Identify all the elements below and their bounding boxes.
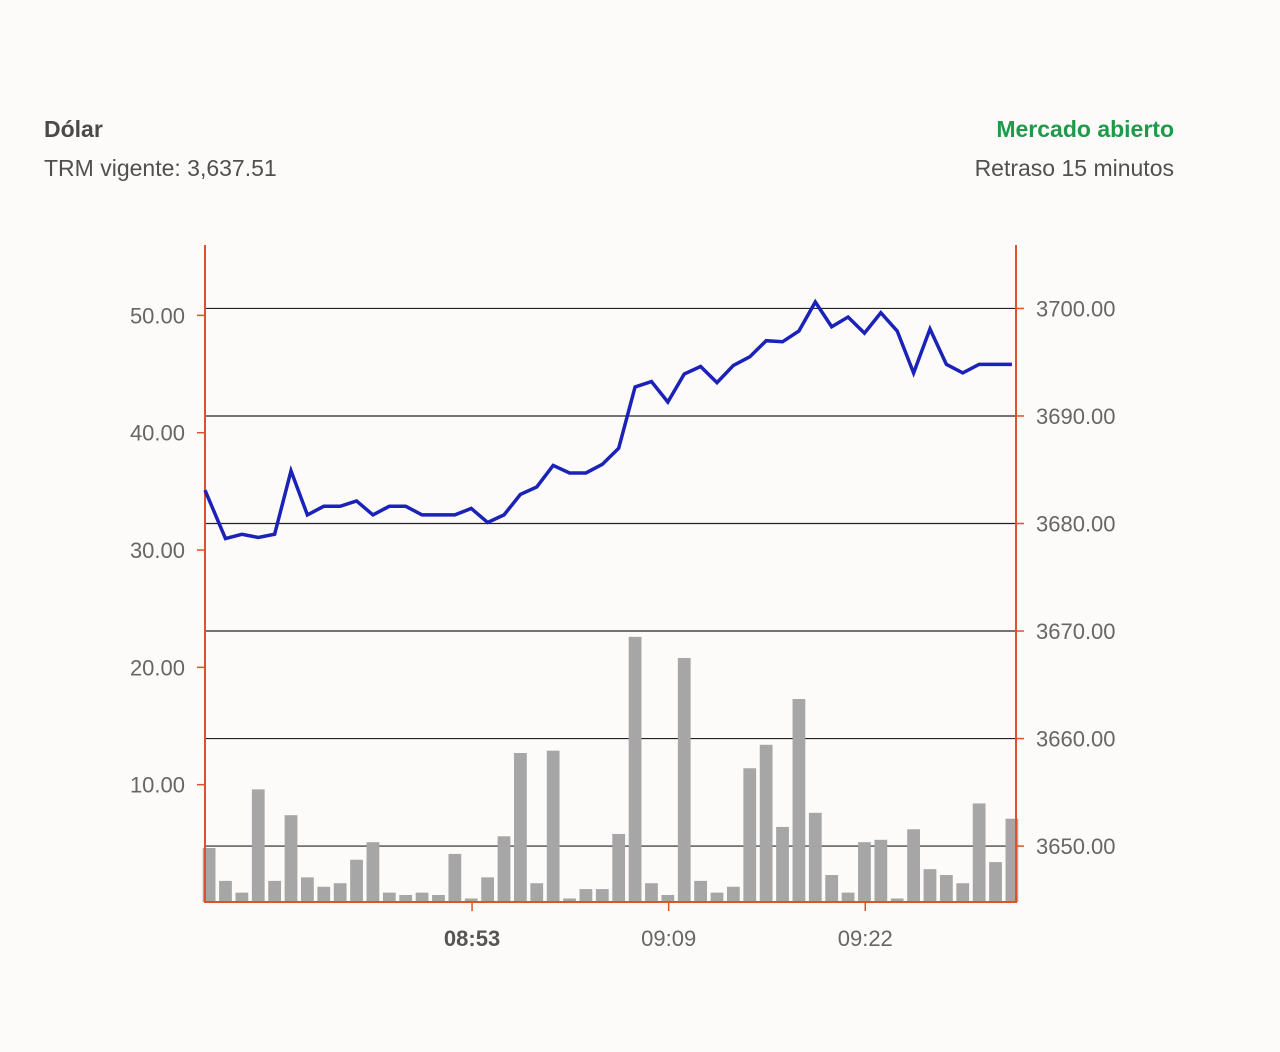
left-tick-label: 10.00 xyxy=(130,773,185,798)
volume-bar xyxy=(645,883,658,902)
volume-bar xyxy=(939,875,953,902)
volume-bar xyxy=(301,877,314,902)
volume-bar xyxy=(808,812,822,902)
right-tick-label: 3670.00 xyxy=(1036,619,1116,644)
volume-bar xyxy=(726,886,740,902)
volume-bar xyxy=(776,826,789,902)
volume-bar xyxy=(464,898,478,902)
asset-title: Dólar xyxy=(44,116,103,142)
price-line-group xyxy=(203,298,1012,541)
volume-bar xyxy=(759,744,773,902)
volume-bar xyxy=(497,836,511,902)
volume-bar xyxy=(432,894,445,902)
volume-bar xyxy=(448,853,462,902)
x-tick-label: 08:53 xyxy=(444,926,500,951)
right-tick-label: 3690.00 xyxy=(1036,404,1116,429)
volume-bar xyxy=(235,892,249,902)
header-left: Dólar TRM vigente: 3,637.51 xyxy=(44,116,277,182)
volume-bar xyxy=(415,892,429,902)
volume-bar xyxy=(825,875,839,902)
right-tick-label: 3650.00 xyxy=(1036,834,1116,859)
volume-bar xyxy=(694,880,708,902)
volume-bar xyxy=(890,898,904,902)
left-tick-label: 20.00 xyxy=(130,655,185,680)
volume-bar xyxy=(481,877,495,902)
volume-bar xyxy=(268,880,282,902)
volume-bar xyxy=(530,883,544,902)
volume-bar xyxy=(219,880,232,902)
volume-bar xyxy=(628,636,642,902)
volume-bar xyxy=(612,833,626,902)
volume-bar xyxy=(923,869,937,902)
volume-bar xyxy=(841,892,855,902)
tick-labels: 10.00 20.00 30.00 40.00 50.00 3650.00 3660.00 3… xyxy=(130,296,1116,951)
volume-bar xyxy=(382,892,396,902)
volume-bar xyxy=(595,889,609,902)
volume-bar xyxy=(284,815,298,902)
volume-bar xyxy=(972,803,986,902)
volume-bars xyxy=(202,636,1019,902)
market-status-badge: Mercado abierto xyxy=(996,116,1174,142)
right-tick-label: 3700.00 xyxy=(1036,296,1116,321)
volume-bar xyxy=(563,898,576,902)
volume-bar xyxy=(743,768,757,902)
left-tick-label: 30.00 xyxy=(130,538,185,563)
volume-bar xyxy=(513,753,527,902)
volume-bar xyxy=(858,842,871,902)
volume-bar xyxy=(399,894,413,902)
axes xyxy=(197,245,1024,911)
left-tick-label: 50.00 xyxy=(130,303,185,328)
volume-bar xyxy=(579,889,593,902)
right-tick-label: 3680.00 xyxy=(1036,511,1116,536)
volume-bar xyxy=(251,789,265,902)
volume-bar xyxy=(677,657,691,902)
volume-bar xyxy=(546,750,560,902)
volume-bar xyxy=(317,886,331,902)
x-tick-label: 09:22 xyxy=(838,926,893,951)
volume-bar xyxy=(792,699,806,902)
volume-bar xyxy=(874,839,888,902)
volume-bar xyxy=(661,894,675,902)
trm-label: TRM vigente: 3,637.51 xyxy=(44,155,277,181)
volume-bar xyxy=(989,862,1002,902)
x-tick-label: 09:09 xyxy=(641,926,696,951)
volume-bar xyxy=(366,842,380,902)
price-line xyxy=(203,298,1012,541)
volume-bar xyxy=(956,883,970,902)
volume-bar xyxy=(350,859,363,902)
header-right: Mercado abierto Retraso 15 minutos xyxy=(975,116,1174,182)
volume-bar xyxy=(907,829,920,902)
delay-label: Retraso 15 minutos xyxy=(974,155,1174,181)
volume-bar xyxy=(710,892,724,902)
right-tick-label: 3660.00 xyxy=(1036,727,1116,752)
left-tick-label: 40.00 xyxy=(130,421,185,446)
volume-bar xyxy=(333,883,347,902)
grid-lines xyxy=(205,307,1016,847)
